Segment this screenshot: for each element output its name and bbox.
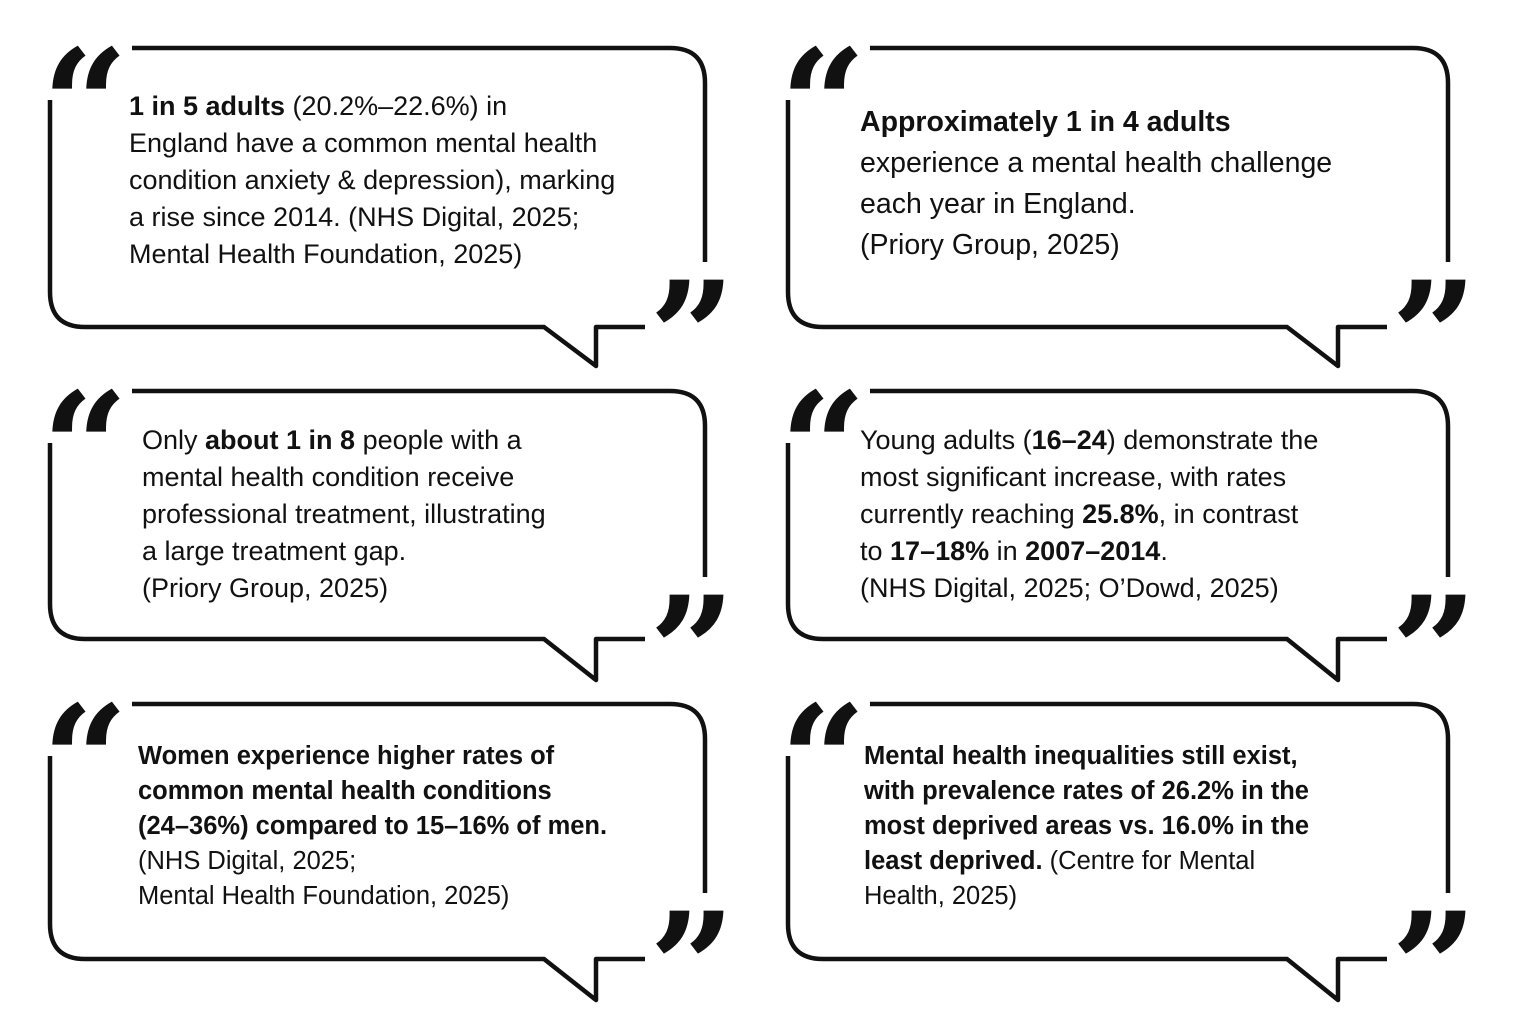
close-quote-icon: ” — [645, 262, 740, 332]
text-line: (24–36%) compared to 15–16% of men. — [138, 809, 678, 844]
text-line: (Priory Group, 2025) — [860, 225, 1420, 266]
highlight-text: common mental health conditions — [138, 777, 552, 805]
close-quote-icon: ” — [645, 577, 740, 647]
text-line: condition anxiety & depression), marking — [129, 162, 669, 199]
line-text: . — [1160, 536, 1168, 566]
highlight-text: about 1 in 8 — [205, 425, 356, 455]
line-text: , in contrast — [1158, 499, 1299, 529]
highlight-text: 25.8% — [1082, 499, 1159, 529]
line-text: each year in England. — [860, 188, 1136, 220]
line-text: England have a common mental health — [129, 128, 598, 158]
text-line: to 17–18% in 2007–2014. — [860, 533, 1420, 570]
line-text: people with a — [355, 425, 522, 455]
open-quote-icon: “ — [38, 373, 133, 443]
line-text: professional treatment, illustrating — [142, 499, 546, 529]
highlight-text: 1 in 5 adults — [129, 91, 286, 121]
text-line: Young adults (16–24) demonstrate the — [860, 422, 1420, 459]
line-text: Young adults ( — [860, 425, 1032, 455]
text-line: least deprived. (Centre for Mental — [864, 844, 1404, 879]
open-quote-icon: “ — [776, 30, 871, 100]
bubble-1-text: 1 in 5 adults (20.2%–22.6%) in England h… — [129, 88, 669, 273]
bubble-5-text: Women experience higher rates of common … — [138, 739, 678, 914]
text-line: Approximately 1 in 4 adults — [860, 102, 1420, 143]
line-text: experience a mental health challenge — [860, 147, 1333, 179]
bubble-3-text: Only about 1 in 8 people with a mental h… — [142, 422, 642, 607]
open-quote-icon: “ — [38, 686, 133, 756]
text-line: with prevalence rates of 26.2% in the — [864, 774, 1404, 809]
text-line: a rise since 2014. (NHS Digital, 2025; — [129, 199, 669, 236]
line-text: currently reaching — [860, 499, 1083, 529]
open-quote-icon: “ — [38, 30, 133, 100]
line-text: (NHS Digital, 2025; O’Dowd, 2025) — [860, 573, 1279, 603]
citation-text: Mental Health Foundation, 2025) — [138, 882, 510, 910]
text-line: Only about 1 in 8 people with a — [142, 422, 642, 459]
text-line: (Priory Group, 2025) — [142, 570, 642, 607]
text-line: 1 in 5 adults (20.2%–22.6%) in — [129, 88, 669, 125]
line-text: ) demonstrate the — [1106, 425, 1319, 455]
highlight-text: (24–36%) compared to 15–16% of men. — [138, 812, 608, 840]
text-line: Mental Health Foundation, 2025) — [138, 879, 678, 914]
highlight-text: 16–24 — [1031, 425, 1107, 455]
bubble-4-text: Young adults (16–24) demonstrate the mos… — [860, 422, 1420, 607]
bubble-6-text: Mental health inequalities still exist, … — [864, 739, 1404, 914]
line-text: a rise since 2014. (NHS Digital, 2025; — [129, 202, 580, 232]
text-line: Women experience higher rates of — [138, 739, 678, 774]
line-text: to — [860, 536, 891, 566]
line-text: in — [989, 536, 1026, 566]
text-line: experience a mental health challenge — [860, 143, 1420, 184]
line-text: condition anxiety & depression), marking — [129, 165, 616, 195]
highlight-text: 17–18% — [890, 536, 990, 566]
text-line: Mental health inequalities still exist, — [864, 739, 1404, 774]
citation-text: (NHS Digital, 2025; — [138, 847, 357, 875]
text-line: most deprived areas vs. 16.0% in the — [864, 809, 1404, 844]
line-text: Only — [142, 425, 206, 455]
text-line: (NHS Digital, 2025; — [138, 844, 678, 879]
line-text: (Priory Group, 2025) — [142, 573, 389, 603]
text-line: England have a common mental health — [129, 125, 669, 162]
close-quote-icon: ” — [1387, 577, 1482, 647]
line-text: mental health condition receive — [142, 462, 515, 492]
text-line: professional treatment, illustrating — [142, 496, 642, 533]
text-line: currently reaching 25.8%, in contrast — [860, 496, 1420, 533]
text-line: most significant increase, with rates — [860, 459, 1420, 496]
line-text: Mental Health Foundation, 2025) — [129, 239, 523, 269]
highlight-text: least deprived. — [864, 847, 1043, 875]
line-text: a large treatment gap. — [142, 536, 407, 566]
close-quote-icon: ” — [645, 893, 740, 963]
open-quote-icon: “ — [776, 686, 871, 756]
citation-text: (Centre for Mental — [1042, 847, 1256, 875]
citation-text: Health, 2025) — [864, 882, 1018, 910]
text-line: (NHS Digital, 2025; O’Dowd, 2025) — [860, 570, 1420, 607]
highlight-text: Approximately 1 in 4 adults — [860, 106, 1231, 138]
highlight-text: 2007–2014 — [1025, 536, 1161, 566]
text-line: mental health condition receive — [142, 459, 642, 496]
bubble-2-text: Approximately 1 in 4 adults experience a… — [860, 102, 1420, 266]
close-quote-icon: ” — [1387, 262, 1482, 332]
highlight-text: Mental health inequalities still exist, — [864, 742, 1298, 770]
text-line: a large treatment gap. — [142, 533, 642, 570]
line-text: (20.2%–22.6%) in — [285, 91, 508, 121]
text-line: common mental health conditions — [138, 774, 678, 809]
highlight-text: Women experience higher rates of — [138, 742, 555, 770]
line-text: (Priory Group, 2025) — [860, 229, 1120, 261]
text-line: each year in England. — [860, 184, 1420, 225]
open-quote-icon: “ — [776, 373, 871, 443]
highlight-text: most deprived areas vs. 16.0% in the — [864, 812, 1310, 840]
text-line: Mental Health Foundation, 2025) — [129, 236, 669, 273]
line-text: most significant increase, with rates — [860, 462, 1287, 492]
highlight-text: with prevalence rates of 26.2% in the — [864, 777, 1309, 805]
text-line: Health, 2025) — [864, 879, 1404, 914]
close-quote-icon: ” — [1387, 893, 1482, 963]
